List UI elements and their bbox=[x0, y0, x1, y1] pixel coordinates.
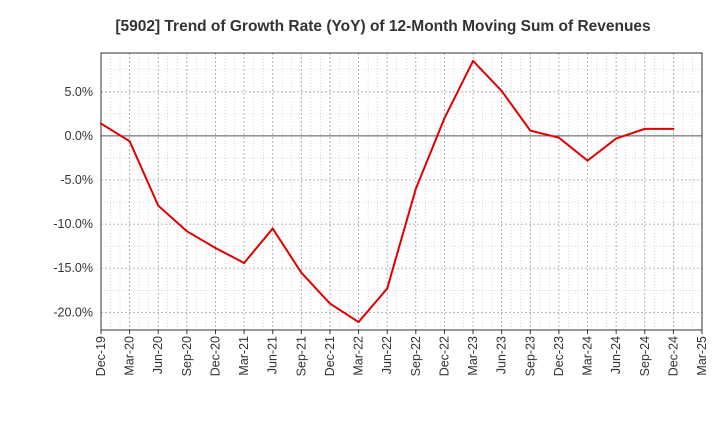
data-point bbox=[672, 127, 675, 130]
data-point bbox=[615, 137, 618, 140]
x-tick-label: Dec-22 bbox=[437, 336, 451, 376]
data-point bbox=[128, 140, 131, 143]
data-point bbox=[300, 271, 303, 274]
x-tick-label: Sep-24 bbox=[638, 336, 652, 376]
x-tick-label: Dec-19 bbox=[94, 336, 108, 376]
data-point bbox=[472, 59, 475, 62]
plot-border bbox=[100, 52, 703, 331]
data-point bbox=[643, 127, 646, 130]
series-layer bbox=[100, 59, 675, 324]
x-tick-label: Mar-22 bbox=[352, 336, 366, 376]
x-tick-label: Sep-23 bbox=[523, 336, 537, 376]
x-tick-label: Mar-24 bbox=[581, 336, 595, 376]
data-point bbox=[243, 261, 246, 264]
x-tick-label: Sep-20 bbox=[180, 336, 194, 376]
data-point bbox=[529, 129, 532, 132]
x-tick-label: Mar-25 bbox=[695, 336, 709, 376]
data-point bbox=[500, 89, 503, 92]
x-tick-label: Jun-23 bbox=[495, 336, 509, 374]
y-tick-label: -10.0% bbox=[53, 217, 93, 231]
y-tick-label: 5.0% bbox=[65, 85, 94, 99]
data-point bbox=[443, 117, 446, 120]
x-tick-label: Dec-24 bbox=[666, 336, 680, 376]
data-point bbox=[557, 136, 560, 139]
data-point bbox=[185, 230, 188, 233]
chart-title: [5902] Trend of Growth Rate (YoY) of 12-… bbox=[115, 18, 650, 35]
data-point bbox=[386, 287, 389, 290]
x-tick-label: Jun-20 bbox=[151, 336, 165, 374]
data-point bbox=[100, 122, 102, 125]
x-tick-label: Mar-23 bbox=[466, 336, 480, 376]
axes bbox=[100, 52, 703, 334]
y-tick-label: -5.0% bbox=[60, 173, 93, 187]
x-tick-label: Dec-20 bbox=[208, 336, 222, 376]
data-point bbox=[214, 246, 217, 249]
y-tick-label: -20.0% bbox=[53, 305, 93, 319]
x-tick-label: Jun-21 bbox=[266, 336, 280, 374]
plot-area bbox=[101, 53, 702, 330]
x-tick-label: Mar-20 bbox=[123, 336, 137, 376]
data-point bbox=[414, 187, 417, 190]
x-tick-label: Dec-23 bbox=[552, 336, 566, 376]
tick-labels: 5.0% 0.0% -5.0% -10.0% -15.0% -20.0% Dec-19 Mar… bbox=[53, 85, 709, 376]
data-point bbox=[157, 204, 160, 207]
data-point bbox=[328, 302, 331, 305]
x-tick-label: Jun-22 bbox=[380, 336, 394, 374]
y-tick-label: 0.0% bbox=[65, 129, 94, 143]
x-tick-label: Dec-21 bbox=[323, 336, 337, 376]
data-point bbox=[357, 321, 360, 324]
x-tick-label: Mar-21 bbox=[237, 336, 251, 376]
x-tick-label: Sep-22 bbox=[409, 336, 423, 376]
x-tick-label: Sep-21 bbox=[294, 336, 308, 376]
x-tick-label: Jun-24 bbox=[609, 336, 623, 374]
grid-lines bbox=[100, 53, 703, 330]
y-tick-label: -15.0% bbox=[53, 261, 93, 275]
data-point bbox=[586, 159, 589, 162]
data-point bbox=[271, 227, 274, 230]
